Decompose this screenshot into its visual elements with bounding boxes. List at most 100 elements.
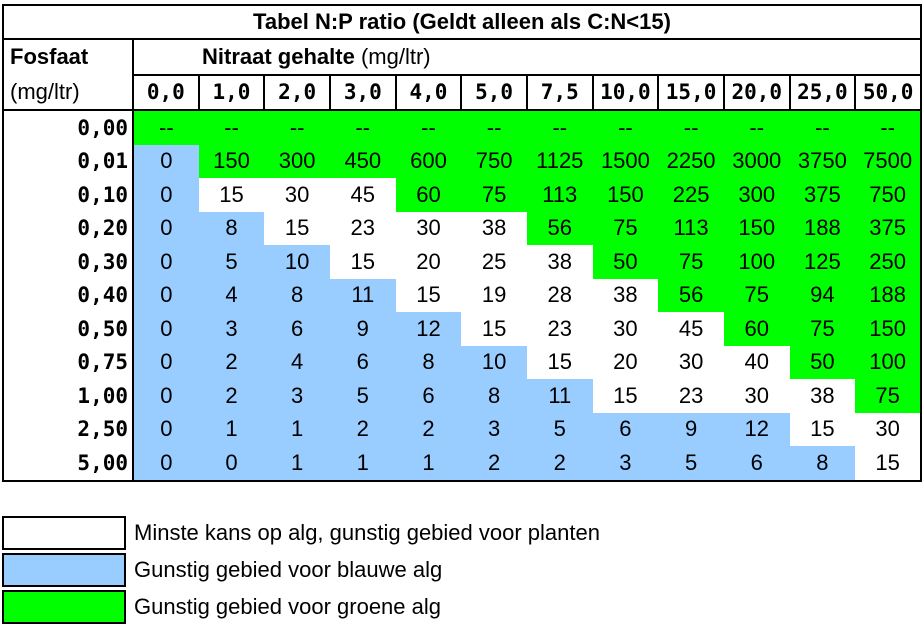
table-row: 2,50 0 1 1 2 2 3 5 6 9 12 15 30 <box>2 412 922 446</box>
ratio-cell: 38 <box>526 245 593 279</box>
ratio-cell: 11 <box>329 278 396 312</box>
table-row: 0,00 -- -- -- -- -- -- -- -- -- -- -- -- <box>2 110 922 145</box>
ratio-cell: -- <box>395 110 462 145</box>
row-label: 0,20 <box>2 211 133 245</box>
legend-item: Gunstig gebied voor groene alg <box>2 589 702 625</box>
ratio-cell: 750 <box>855 178 922 212</box>
np-ratio-table: Tabel N:P ratio (Geldt alleen als C:N<15… <box>2 4 922 482</box>
ratio-cell: -- <box>329 110 396 145</box>
ratio-cell: 10 <box>461 345 527 379</box>
ratio-cell: 4 <box>264 345 330 379</box>
ratio-cell: 15 <box>461 312 527 346</box>
header-row-labels: Fosfaat Nitraat gehalte (mg/ltr) <box>2 38 922 75</box>
ratio-cell: 0 <box>132 211 199 245</box>
ratio-cell: 75 <box>723 278 790 312</box>
ratio-cell: 150 <box>592 178 659 212</box>
ratio-cell: -- <box>592 110 659 145</box>
ratio-cell: 56 <box>526 211 593 245</box>
ratio-cell: 6 <box>723 446 790 482</box>
header-row-columns: (mg/ltr) 0,0 1,0 2,0 3,0 4,0 5,0 7,5 10,0 15,0 20… <box>2 73 922 111</box>
ratio-cell: 4 <box>198 278 265 312</box>
column-header: 5,0 <box>460 73 527 111</box>
ratio-cell: 3 <box>461 412 527 446</box>
ratio-cell: 15 <box>592 379 659 413</box>
ratio-cell: 15 <box>395 278 462 312</box>
ratio-cell: 30 <box>395 211 462 245</box>
ratio-cell: 375 <box>789 178 856 212</box>
row-label: 5,00 <box>2 446 133 482</box>
ratio-cell: 8 <box>198 211 265 245</box>
ratio-cell: 375 <box>855 211 922 245</box>
ratio-cell: 75 <box>658 245 724 279</box>
ratio-cell: 0 <box>132 312 199 346</box>
ratio-cell: 50 <box>592 245 659 279</box>
ratio-cell: 2 <box>526 446 593 482</box>
ratio-cell: 3 <box>198 312 265 346</box>
ratio-cell: 6 <box>264 312 330 346</box>
ratio-cell: 30 <box>723 379 790 413</box>
ratio-cell: -- <box>723 110 790 145</box>
ratio-cell: -- <box>461 110 527 145</box>
ratio-cell: 8 <box>395 345 462 379</box>
ratio-cell: 188 <box>855 278 922 312</box>
legend-swatch <box>2 590 126 624</box>
ratio-cell: 0 <box>198 446 265 482</box>
table-row: 0,01 0 150 300 450 600 750 1125 1500 2250 3000 3750… <box>2 144 922 178</box>
ratio-cell: 30 <box>592 312 659 346</box>
ratio-cell: 113 <box>658 211 724 245</box>
ratio-cell: 150 <box>855 312 922 346</box>
ratio-cell: 8 <box>789 446 856 482</box>
legend-item: Minste kans op alg, gunstig gebied voor … <box>2 515 702 551</box>
ratio-cell: 38 <box>789 379 856 413</box>
ratio-cell: -- <box>198 110 265 145</box>
col-header-label: Nitraat gehalte (mg/ltr) <box>132 38 922 75</box>
legend-label: Minste kans op alg, gunstig gebied voor … <box>134 520 600 545</box>
ratio-cell: 0 <box>132 144 199 178</box>
ratio-cell: 30 <box>855 412 922 446</box>
legend-swatch <box>2 553 126 587</box>
column-header: 15,0 <box>657 73 724 111</box>
ratio-cell: 20 <box>592 345 659 379</box>
ratio-cell: 6 <box>395 379 462 413</box>
ratio-cell: 2 <box>329 412 396 446</box>
ratio-cell: 25 <box>461 245 527 279</box>
column-header: 0,0 <box>132 73 199 111</box>
table-row: 0,20 0 8 15 23 30 38 56 75 113 150 188 375 <box>2 211 922 245</box>
table-row: 0,10 0 15 30 45 60 75 113 150 225 300 375 750 <box>2 178 922 212</box>
row-label: 0,00 <box>2 110 133 145</box>
ratio-cell: -- <box>526 110 593 145</box>
column-header: 10,0 <box>591 73 659 111</box>
ratio-cell: 1 <box>329 446 396 482</box>
ratio-cell: 75 <box>461 178 527 212</box>
ratio-cell: 19 <box>461 278 527 312</box>
legend-swatch <box>2 516 126 550</box>
ratio-cell: 3 <box>264 379 330 413</box>
column-header: 20,0 <box>722 73 790 111</box>
ratio-cell: 0 <box>132 345 199 379</box>
row-label: 0,01 <box>2 144 133 178</box>
ratio-cell: 94 <box>789 278 856 312</box>
ratio-cell: 0 <box>132 412 199 446</box>
ratio-cell: 75 <box>592 211 659 245</box>
ratio-cell: 23 <box>329 211 396 245</box>
ratio-cell: -- <box>789 110 856 145</box>
ratio-cell: 8 <box>264 278 330 312</box>
row-header-unit: (mg/ltr) <box>2 74 133 111</box>
column-header: 3,0 <box>328 73 396 111</box>
ratio-cell: 150 <box>198 144 265 178</box>
ratio-cell: 60 <box>395 178 462 212</box>
row-label: 0,10 <box>2 178 133 212</box>
column-header: 1,0 <box>197 73 265 111</box>
ratio-cell: 100 <box>723 245 790 279</box>
ratio-cell: -- <box>855 110 922 145</box>
ratio-cell: 9 <box>329 312 396 346</box>
ratio-cell: 2 <box>461 446 527 482</box>
ratio-cell: 45 <box>658 312 724 346</box>
ratio-cell: 9 <box>658 412 724 446</box>
ratio-cell: -- <box>264 110 330 145</box>
table-row: 0,40 0 4 8 11 15 19 28 38 56 75 94 188 <box>2 278 922 312</box>
ratio-cell: 188 <box>789 211 856 245</box>
ratio-cell: 7500 <box>855 144 922 178</box>
ratio-cell: -- <box>658 110 724 145</box>
row-label: 0,30 <box>2 245 133 279</box>
